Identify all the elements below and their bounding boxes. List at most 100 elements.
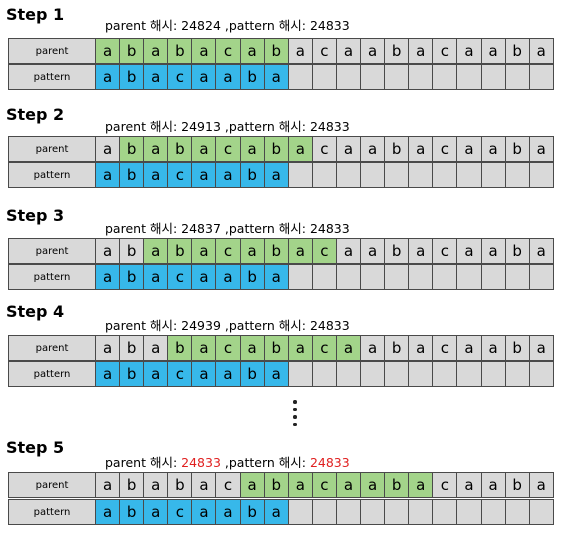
parent-char-cell: a [456, 136, 482, 162]
parent-row-label: parent [8, 38, 96, 64]
pattern-char-cell: a [95, 499, 121, 525]
pattern-char-cell: a [95, 264, 121, 290]
parent-char-cell: a [239, 136, 265, 162]
pattern-hash-value: 24833 [309, 455, 350, 470]
pattern-char-cell: a [263, 361, 289, 387]
empty-cell [456, 162, 482, 188]
empty-cell [384, 64, 410, 90]
empty-cell [335, 162, 362, 188]
empty-cell [335, 64, 362, 90]
pattern-row-label: pattern [8, 361, 96, 387]
pattern-char-cell: a [143, 361, 169, 387]
ellipsis-dot [293, 400, 297, 404]
parent-char-cell: b [167, 238, 193, 264]
empty-cell [311, 64, 337, 90]
hash-line: parent 해시: 24837 ,pattern 해시: 24833 [105, 218, 350, 237]
empty-cell [504, 64, 530, 90]
empty-cell [456, 361, 482, 387]
parent-char-cell: c [215, 136, 241, 162]
parent-char-cell: c [432, 335, 458, 361]
parent-char-cell: c [215, 238, 241, 264]
parent-char-cell: b [504, 238, 530, 264]
parent-char-cell: c [432, 472, 458, 498]
pattern-row-label: pattern [8, 264, 96, 290]
empty-cell [432, 264, 458, 290]
empty-cell [384, 264, 410, 290]
empty-cell [408, 162, 434, 188]
empty-cell [480, 64, 506, 90]
parent-char-cell: c [311, 136, 337, 162]
parent-char-cell: b [119, 136, 145, 162]
parent-char-cell: a [335, 38, 362, 64]
pattern-row-label: pattern [8, 64, 96, 90]
parent-row-label: parent [8, 136, 96, 162]
parent-char-cell: b [263, 472, 289, 498]
parent-char-cell: a [287, 335, 313, 361]
parent-char-cell: b [119, 38, 145, 64]
parent-char-cell: a [480, 472, 506, 498]
parent-char-cell: a [456, 472, 482, 498]
pattern-char-cell: a [215, 499, 241, 525]
empty-cell [287, 162, 313, 188]
empty-cell [311, 264, 337, 290]
parent-char-cell: b [263, 38, 289, 64]
parent-char-cell: b [504, 335, 530, 361]
pattern-hash-prefix: ,pattern 해시: [220, 119, 310, 134]
parent-char-cell: a [480, 38, 506, 64]
hash-line: parent 해시: 24833 ,pattern 해시: 24833 [105, 452, 350, 471]
parent-char-cell: a [360, 472, 386, 498]
parent-char-cell: c [311, 38, 337, 64]
parent-char-cell: b [504, 38, 530, 64]
parent-char-cell: a [191, 136, 217, 162]
parent-char-cell: a [528, 38, 554, 64]
empty-cell [384, 162, 410, 188]
parent-char-cell: a [335, 238, 362, 264]
empty-cell [360, 64, 386, 90]
pattern-char-cell: a [143, 264, 169, 290]
parent-char-cell: a [335, 335, 362, 361]
parent-char-cell: b [119, 238, 145, 264]
empty-cell [480, 264, 506, 290]
pattern-char-cell: b [119, 264, 145, 290]
parent-char-cell: a [528, 136, 554, 162]
pattern-char-cell: a [263, 264, 289, 290]
empty-cell [360, 499, 386, 525]
parent-hash-prefix: parent 해시: [105, 18, 182, 33]
parent-char-cell: a [528, 238, 554, 264]
parent-char-cell: c [432, 238, 458, 264]
parent-hash-value: 24837 [181, 221, 221, 236]
parent-char-cell: b [384, 335, 410, 361]
pattern-char-cell: a [191, 264, 217, 290]
parent-char-cell: a [408, 38, 434, 64]
parent-char-cell: a [480, 238, 506, 264]
parent-char-cell: b [167, 136, 193, 162]
parent-char-cell: c [432, 38, 458, 64]
pattern-char-cell: b [119, 499, 145, 525]
step-title: Step 4 [6, 302, 65, 321]
parent-row-label: parent [8, 238, 96, 264]
parent-char-cell: a [239, 38, 265, 64]
parent-char-cell: a [143, 136, 169, 162]
pattern-char-cell: a [263, 64, 289, 90]
empty-cell [528, 264, 554, 290]
parent-char-cell: a [143, 238, 169, 264]
parent-char-cell: b [167, 472, 193, 498]
pattern-char-cell: a [215, 264, 241, 290]
hash-line: parent 해시: 24824 ,pattern 해시: 24833 [105, 15, 350, 34]
parent-char-cell: a [456, 335, 482, 361]
empty-cell [360, 162, 386, 188]
empty-cell [287, 499, 313, 525]
empty-cell [335, 361, 362, 387]
pattern-hash-value: 24833 [309, 221, 350, 236]
parent-char-cell: b [167, 38, 193, 64]
empty-cell [504, 499, 530, 525]
parent-char-cell: a [360, 335, 386, 361]
parent-char-cell: a [456, 238, 482, 264]
hash-line: parent 해시: 24913 ,pattern 해시: 24833 [105, 116, 350, 135]
parent-char-cell: a [528, 335, 554, 361]
parent-char-cell: b [167, 335, 193, 361]
